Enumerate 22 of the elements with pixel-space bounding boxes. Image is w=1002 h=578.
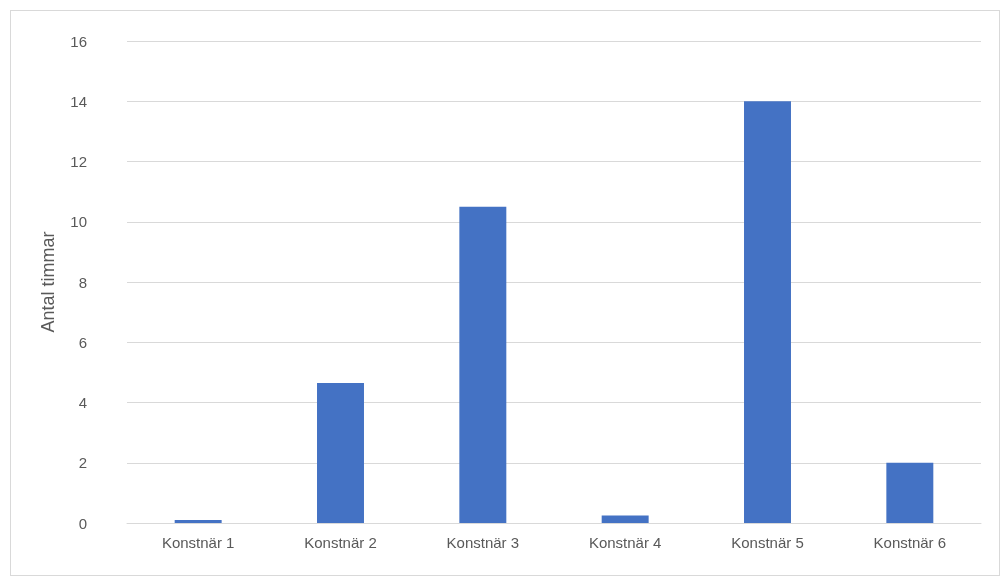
- bar: [744, 101, 791, 523]
- y-axis-title: Antal timmar: [38, 231, 58, 333]
- y-tick-label: 6: [78, 333, 87, 351]
- x-tick-label: Konstnär 3: [446, 534, 520, 551]
- bar: [886, 462, 934, 523]
- x-tick-label: Konstnär 5: [731, 534, 804, 551]
- bar: [174, 519, 222, 523]
- bar: [317, 382, 364, 523]
- y-tick-label: 2: [78, 454, 87, 472]
- y-tick-label: 16: [70, 32, 87, 50]
- bar: [459, 206, 507, 523]
- x-tick-label: Konstnär 2: [304, 534, 377, 551]
- x-tick-label: Konstnär 4: [588, 534, 662, 551]
- x-tick-label: Konstnär 1: [161, 534, 235, 551]
- bar: [601, 515, 649, 523]
- x-tick-label: Konstnär 6: [873, 534, 947, 551]
- y-tick-label: 4: [78, 394, 87, 411]
- y-tick-label: 8: [78, 273, 87, 291]
- y-tick-label: 12: [70, 153, 87, 170]
- y-tick-label: 10: [70, 213, 87, 231]
- y-tick-label: 14: [70, 92, 87, 110]
- y-tick-label: 0: [78, 514, 87, 532]
